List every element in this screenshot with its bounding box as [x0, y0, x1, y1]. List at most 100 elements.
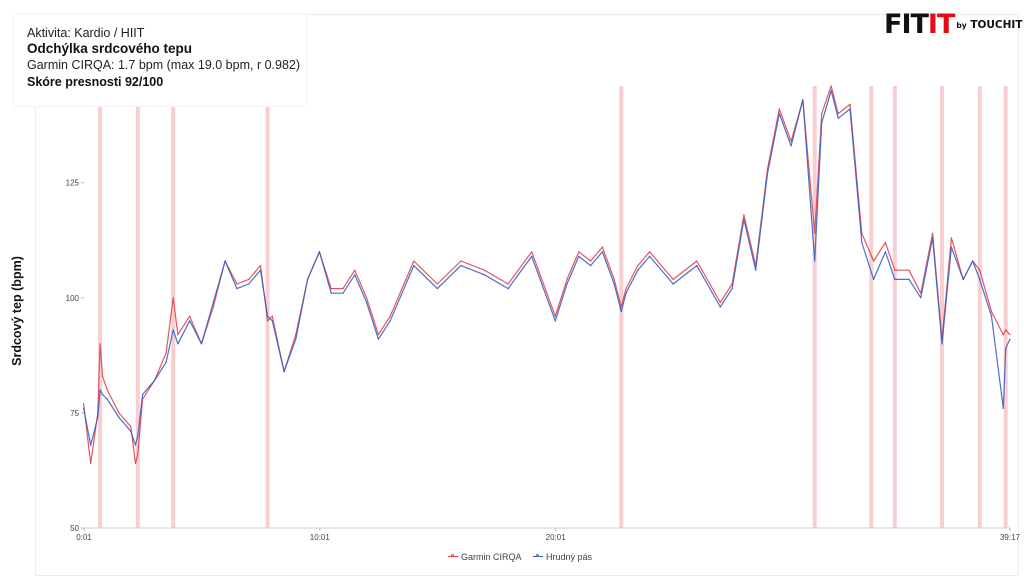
point-garmin-64 — [849, 103, 851, 106]
point-garmin-48 — [637, 264, 639, 267]
point-chest-strap-68 — [894, 278, 896, 280]
point-chest-strap-64 — [849, 108, 851, 110]
activity-label: Aktivita: Kardio / HIIT — [27, 26, 145, 40]
point-garmin-30 — [354, 269, 356, 271]
point-chest-strap-6 — [118, 416, 120, 419]
point-garmin-47 — [625, 287, 627, 290]
point-chest-strap-65 — [861, 241, 863, 244]
point-garmin-63 — [837, 113, 839, 115]
point-chest-strap-46 — [620, 311, 622, 313]
point-chest-strap-71 — [931, 237, 934, 239]
point-chest-strap-37 — [483, 274, 486, 276]
y-tick-label-1: 75 — [70, 409, 79, 418]
point-garmin-67 — [884, 241, 887, 244]
point-chest-strap-73 — [950, 246, 953, 248]
deviation-band-9 — [977, 86, 982, 528]
point-garmin-79 — [1005, 329, 1007, 331]
x-tick-label-0: 0:01 — [76, 533, 92, 542]
point-garmin-39 — [531, 251, 533, 253]
point-garmin-6 — [118, 412, 120, 414]
point-chest-strap-21 — [259, 269, 262, 271]
point-garmin-46 — [620, 306, 622, 308]
point-garmin-31 — [365, 297, 368, 299]
point-chest-strap-70 — [920, 297, 922, 299]
deviation-band-5 — [812, 86, 817, 528]
point-garmin-50 — [672, 278, 674, 280]
point-garmin-12 — [165, 352, 167, 354]
deviation-band-3 — [265, 86, 270, 528]
point-chest-strap-2 — [97, 416, 99, 419]
point-chest-strap-49 — [648, 255, 651, 257]
point-garmin-9 — [137, 453, 139, 455]
point-chest-strap-13 — [172, 329, 174, 331]
point-chest-strap-52 — [719, 306, 721, 308]
accuracy-stats: Garmin CIRQA: 1.7 bpm (max 19.0 bpm, r 0… — [27, 58, 301, 72]
point-garmin-3 — [99, 343, 101, 345]
deviation-band-1 — [135, 86, 140, 528]
deviation-band-10 — [1003, 86, 1008, 528]
point-garmin-28 — [330, 287, 332, 290]
point-chest-strap-48 — [637, 269, 639, 271]
point-chest-strap-5 — [106, 398, 108, 400]
point-chest-strap-12 — [165, 361, 167, 363]
point-chest-strap-56 — [766, 172, 769, 175]
legend-label-garmin: Garmin CIRQA — [461, 551, 522, 562]
point-garmin-52 — [719, 301, 721, 303]
legend-label-chest-strap: Hrudný pás — [546, 551, 593, 562]
point-chest-strap-29 — [342, 292, 344, 294]
point-garmin-20 — [248, 278, 250, 280]
point-chest-strap-25 — [295, 338, 297, 340]
brand-wordmark: FITIT — [884, 9, 955, 40]
point-chest-strap-50 — [672, 283, 674, 285]
point-chest-strap-42 — [578, 255, 580, 257]
point-chest-strap-72 — [941, 343, 943, 345]
point-chest-strap-54 — [743, 218, 745, 221]
point-garmin-76 — [979, 269, 981, 271]
point-chest-strap-69 — [908, 278, 910, 280]
point-garmin-42 — [578, 251, 580, 253]
point-chest-strap-34 — [413, 264, 415, 267]
point-chest-strap-8 — [134, 444, 137, 446]
point-garmin-15 — [189, 315, 191, 317]
point-chest-strap-40 — [554, 320, 556, 322]
point-chest-strap-66 — [873, 278, 875, 280]
point-garmin-80 — [1009, 334, 1011, 336]
point-garmin-5 — [106, 389, 108, 391]
point-garmin-36 — [460, 260, 462, 262]
point-chest-strap-75 — [972, 260, 974, 262]
point-chest-strap-10 — [141, 393, 144, 396]
legend-swatch-garmin — [448, 554, 458, 557]
point-chest-strap-14 — [177, 343, 179, 345]
chart-title: Odchýlka srdcového tepu — [27, 41, 193, 56]
point-garmin-43 — [590, 260, 592, 262]
point-chest-strap-61 — [821, 122, 823, 124]
point-garmin-60 — [814, 232, 816, 234]
point-garmin-71 — [931, 232, 934, 234]
point-chest-strap-20 — [248, 283, 250, 285]
point-garmin-32 — [377, 334, 379, 336]
point-chest-strap-63 — [837, 117, 839, 119]
point-garmin-58 — [790, 140, 792, 142]
x-tick-label-3: 39:17 — [1000, 533, 1021, 542]
legend-item-garmin[interactable]: Garmin CIRQA — [448, 552, 522, 562]
point-chest-strap-44 — [601, 251, 604, 253]
point-chest-strap-77 — [990, 315, 993, 317]
point-garmin-68 — [894, 269, 896, 271]
point-chest-strap-80 — [1009, 338, 1011, 340]
point-garmin-44 — [601, 246, 604, 248]
point-chest-strap-26 — [307, 278, 309, 280]
point-chest-strap-7 — [130, 430, 132, 432]
point-chest-strap-57 — [778, 113, 780, 115]
deviation-band-6 — [869, 86, 874, 528]
deviation-band-8 — [940, 86, 945, 528]
point-chest-strap-76 — [979, 278, 981, 280]
x-tick-label-1: 10:01 — [310, 533, 331, 542]
point-garmin-35 — [436, 283, 438, 285]
legend-item-chest-strap[interactable]: Hrudný pás — [533, 552, 592, 562]
point-garmin-8 — [134, 462, 137, 465]
point-garmin-73 — [950, 237, 953, 239]
point-garmin-19 — [236, 283, 238, 285]
deviation-band-7 — [892, 86, 897, 528]
deviation-band-2 — [171, 86, 176, 528]
